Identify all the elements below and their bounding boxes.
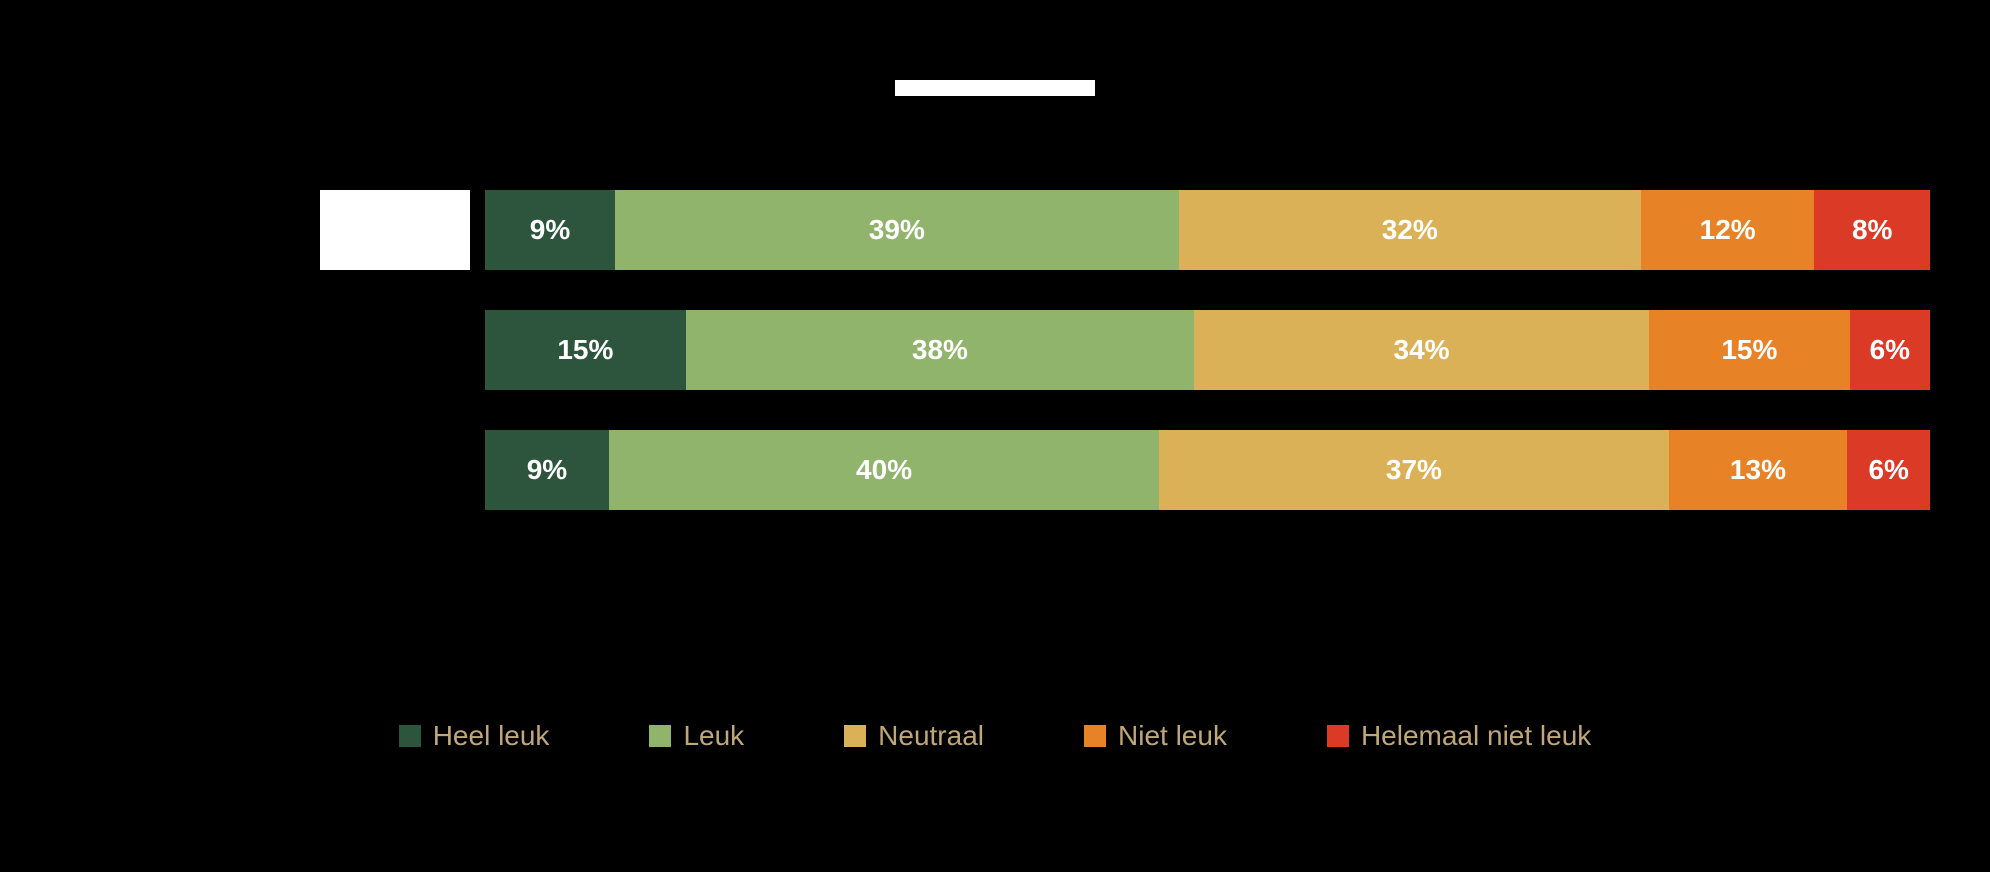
stacked-bar: 9%39%32%12%8% (485, 190, 1930, 270)
bar-segment: 8% (1814, 190, 1930, 270)
bar-segment: 9% (485, 190, 615, 270)
bar-segment: 12% (1641, 190, 1814, 270)
legend-swatch (399, 725, 421, 747)
row-label (320, 190, 470, 270)
legend-swatch (1084, 725, 1106, 747)
chart-legend: Heel leuk Leuk Neutraal Niet leuk Helemaal n… (0, 720, 1990, 752)
legend-label: Heel leuk (433, 720, 550, 752)
legend-item: Helemaal niet leuk (1327, 720, 1591, 752)
legend-item: Heel leuk (399, 720, 550, 752)
legend-item: Niet leuk (1084, 720, 1227, 752)
legend-label: Niet leuk (1118, 720, 1227, 752)
bar-segment: 39% (615, 190, 1179, 270)
stacked-bar: 9%40%37%13%6% (485, 430, 1930, 510)
legend-item: Leuk (649, 720, 744, 752)
chart-title-box (895, 80, 1095, 96)
chart-row: 9%40%37%13%6% (320, 430, 1930, 510)
bar-segment: 13% (1669, 430, 1848, 510)
legend-label: Leuk (683, 720, 744, 752)
legend-label: Neutraal (878, 720, 984, 752)
bar-segment: 6% (1847, 430, 1930, 510)
legend-label: Helemaal niet leuk (1361, 720, 1591, 752)
chart-row: 9%39%32%12%8% (320, 190, 1930, 270)
stacked-bar: 15%38%34%15%6% (485, 310, 1930, 390)
bar-segment: 15% (1649, 310, 1850, 390)
bar-segment: 40% (609, 430, 1159, 510)
bar-segment: 37% (1159, 430, 1668, 510)
bar-segment: 6% (1850, 310, 1930, 390)
legend-swatch (1327, 725, 1349, 747)
bar-segment: 15% (485, 310, 686, 390)
chart-row: 15%38%34%15%6% (320, 310, 1930, 390)
legend-item: Neutraal (844, 720, 984, 752)
bar-segment: 38% (686, 310, 1194, 390)
bar-segment: 34% (1194, 310, 1649, 390)
bar-segment: 9% (485, 430, 609, 510)
chart-area: 9%39%32%12%8%15%38%34%15%6%9%40%37%13%6% (320, 190, 1930, 550)
bar-segment: 32% (1179, 190, 1641, 270)
legend-swatch (649, 725, 671, 747)
legend-swatch (844, 725, 866, 747)
